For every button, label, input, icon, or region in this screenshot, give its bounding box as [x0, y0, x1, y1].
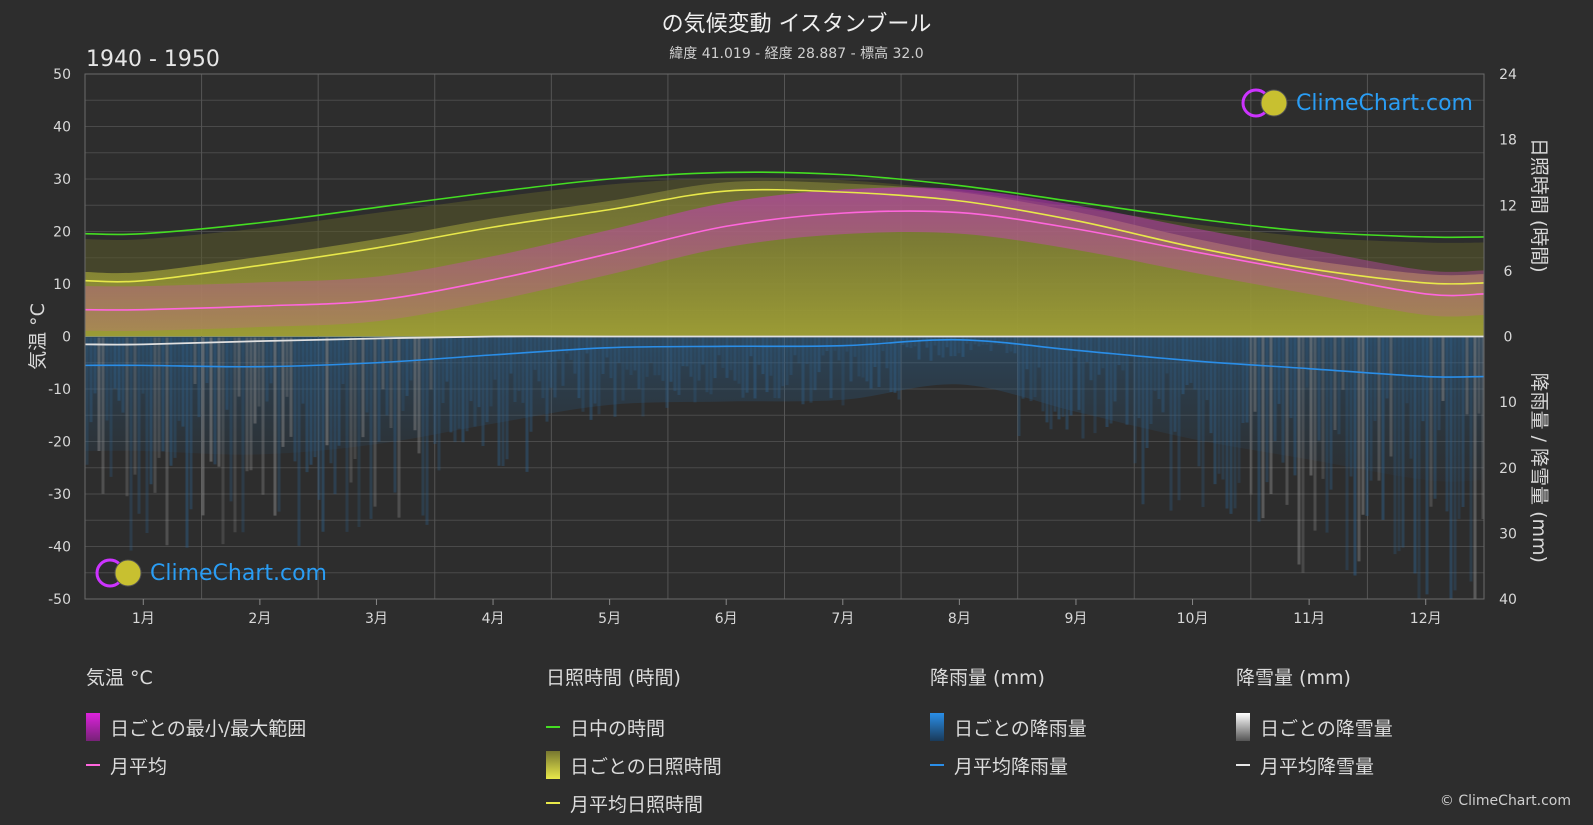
legend-swatch — [546, 802, 560, 804]
y2-tick-label: 0 — [1504, 330, 1513, 346]
legend-label: 月平均降雨量 — [954, 755, 1069, 778]
legend-label: 月平均 — [110, 755, 168, 778]
period-label: 1940 - 1950 — [86, 47, 220, 72]
legend-title: 日照時間 (時間) — [546, 667, 681, 689]
x-tick-label: 1月 — [132, 611, 155, 627]
axes: 50 40 30 20 10 0 -10 -20 -30 -40 -50 24 18 12 6 0 10 20 30… — [27, 67, 1550, 627]
temperature-avg-line — [84, 210, 1485, 311]
legend-swatch — [1236, 713, 1250, 741]
logo-icon — [95, 558, 142, 588]
y-tick-label: -40 — [48, 540, 71, 556]
logo-text: ClimeChart.com — [1296, 90, 1473, 116]
legend-label: 日ごとの最小/最大範囲 — [110, 717, 307, 740]
y-tick-label: 20 — [53, 225, 71, 241]
x-tick-label: 10月 — [1177, 611, 1209, 627]
y3-tick-label: 30 — [1499, 526, 1517, 542]
y-tick-label: 30 — [53, 172, 71, 188]
legend-swatch — [546, 751, 560, 779]
legend-swatch — [930, 713, 944, 741]
x-tick-label: 9月 — [1064, 611, 1087, 627]
legend-item: 月平均降雨量 — [930, 746, 1087, 784]
legend-title: 降雨量 (mm) — [930, 667, 1045, 689]
copyright: © ClimeChart.com — [1439, 793, 1571, 809]
legend-item: 日ごとの最小/最大範囲 — [86, 708, 306, 746]
y-axis-title: 気温 °C — [27, 303, 49, 370]
x-tick-label: 11月 — [1293, 611, 1325, 627]
legend-item: 日中の時間 — [546, 708, 722, 746]
x-tick-label: 2月 — [248, 611, 271, 627]
legend-label: 日ごとの降雪量 — [1260, 717, 1393, 740]
legend-temperature: 気温 °C 日ごとの最小/最大範囲 月平均 — [86, 663, 306, 784]
plot-border — [84, 73, 1485, 600]
daily-rain-area — [85, 336, 1484, 482]
legend-swatch — [1236, 764, 1250, 766]
legend-swatch — [546, 726, 560, 728]
rain-avg-line — [84, 338, 1485, 378]
x-tick-label: 12月 — [1410, 611, 1442, 627]
snow-avg-line — [84, 335, 1484, 346]
x-tick-label: 3月 — [365, 611, 388, 627]
y-tick-label: 50 — [53, 67, 71, 83]
y-tick-label: 0 — [62, 330, 71, 346]
y3-tick-label: 40 — [1499, 592, 1517, 608]
x-tick-label: 6月 — [715, 611, 738, 627]
legend-snow: 降雪量 (mm) 日ごとの降雪量 月平均降雪量 — [1236, 663, 1393, 784]
legend-label: 月平均日照時間 — [570, 793, 704, 816]
x-tick-label: 8月 — [948, 611, 971, 627]
legend-item: 日ごとの日照時間 — [546, 746, 722, 784]
y-tick-label: -30 — [48, 487, 71, 503]
y-tick-label: -20 — [48, 435, 71, 451]
y3-tick-label: 20 — [1499, 461, 1517, 477]
logo-top: ClimeChart.com — [1240, 87, 1473, 119]
y2-axis-title: 日照時間 (時間) — [1528, 138, 1550, 273]
y-tick-label: -50 — [48, 592, 71, 608]
legend-item: 日ごとの降雪量 — [1236, 708, 1393, 746]
y-tick-label: -10 — [48, 382, 71, 398]
logo-icon — [1241, 88, 1288, 118]
temperature-range-area — [85, 187, 1484, 331]
legend-rain: 降雨量 (mm) 日ごとの降雨量 月平均降雨量 — [930, 663, 1087, 784]
legend-label: 日中の時間 — [570, 717, 666, 740]
logo-text: ClimeChart.com — [150, 560, 327, 586]
legend-swatch — [930, 764, 944, 766]
chart-title: の気候変動 イスタンブール — [661, 12, 932, 37]
legend-label: 日ごとの降雨量 — [954, 717, 1087, 740]
logo-bottom: ClimeChart.com — [94, 557, 327, 589]
y2-tick-label: 6 — [1504, 264, 1513, 280]
y2-tick-label: 24 — [1499, 67, 1517, 83]
y-tick-label: 40 — [53, 120, 71, 136]
legend-item: 月平均降雪量 — [1236, 746, 1393, 784]
sunshine-avg-line — [84, 188, 1485, 285]
x-tick-label: 4月 — [482, 611, 505, 627]
data-areas — [85, 177, 1485, 599]
legend-item: 月平均 — [86, 746, 306, 784]
legend-title: 気温 °C — [86, 667, 153, 689]
x-tick-label: 5月 — [598, 611, 621, 627]
legend-label: 日ごとの日照時間 — [570, 755, 722, 778]
daylight-line — [84, 171, 1485, 239]
series-lines — [84, 171, 1485, 378]
y2-tick-label: 12 — [1499, 198, 1517, 214]
legend-label: 月平均降雪量 — [1260, 755, 1375, 778]
y-tick-label: 10 — [53, 277, 71, 293]
legend-sunshine: 日照時間 (時間) 日中の時間 日ごとの日照時間 月平均日照時間 — [546, 663, 722, 822]
y2-tick-label: 18 — [1499, 133, 1517, 149]
x-tick-label: 7月 — [831, 611, 854, 627]
legend-item: 日ごとの降雨量 — [930, 708, 1087, 746]
y3-axis-title: 降雨量 / 降雪量 (mm) — [1528, 373, 1550, 563]
legend-swatch — [86, 713, 100, 741]
chart-subtitle: 緯度 41.019 - 経度 28.887 - 標高 32.0 — [669, 46, 924, 62]
legend-title: 降雪量 (mm) — [1236, 667, 1351, 689]
legend-swatch — [86, 764, 100, 766]
legend-item: 月平均日照時間 — [546, 784, 722, 822]
y3-tick-label: 10 — [1499, 395, 1517, 411]
